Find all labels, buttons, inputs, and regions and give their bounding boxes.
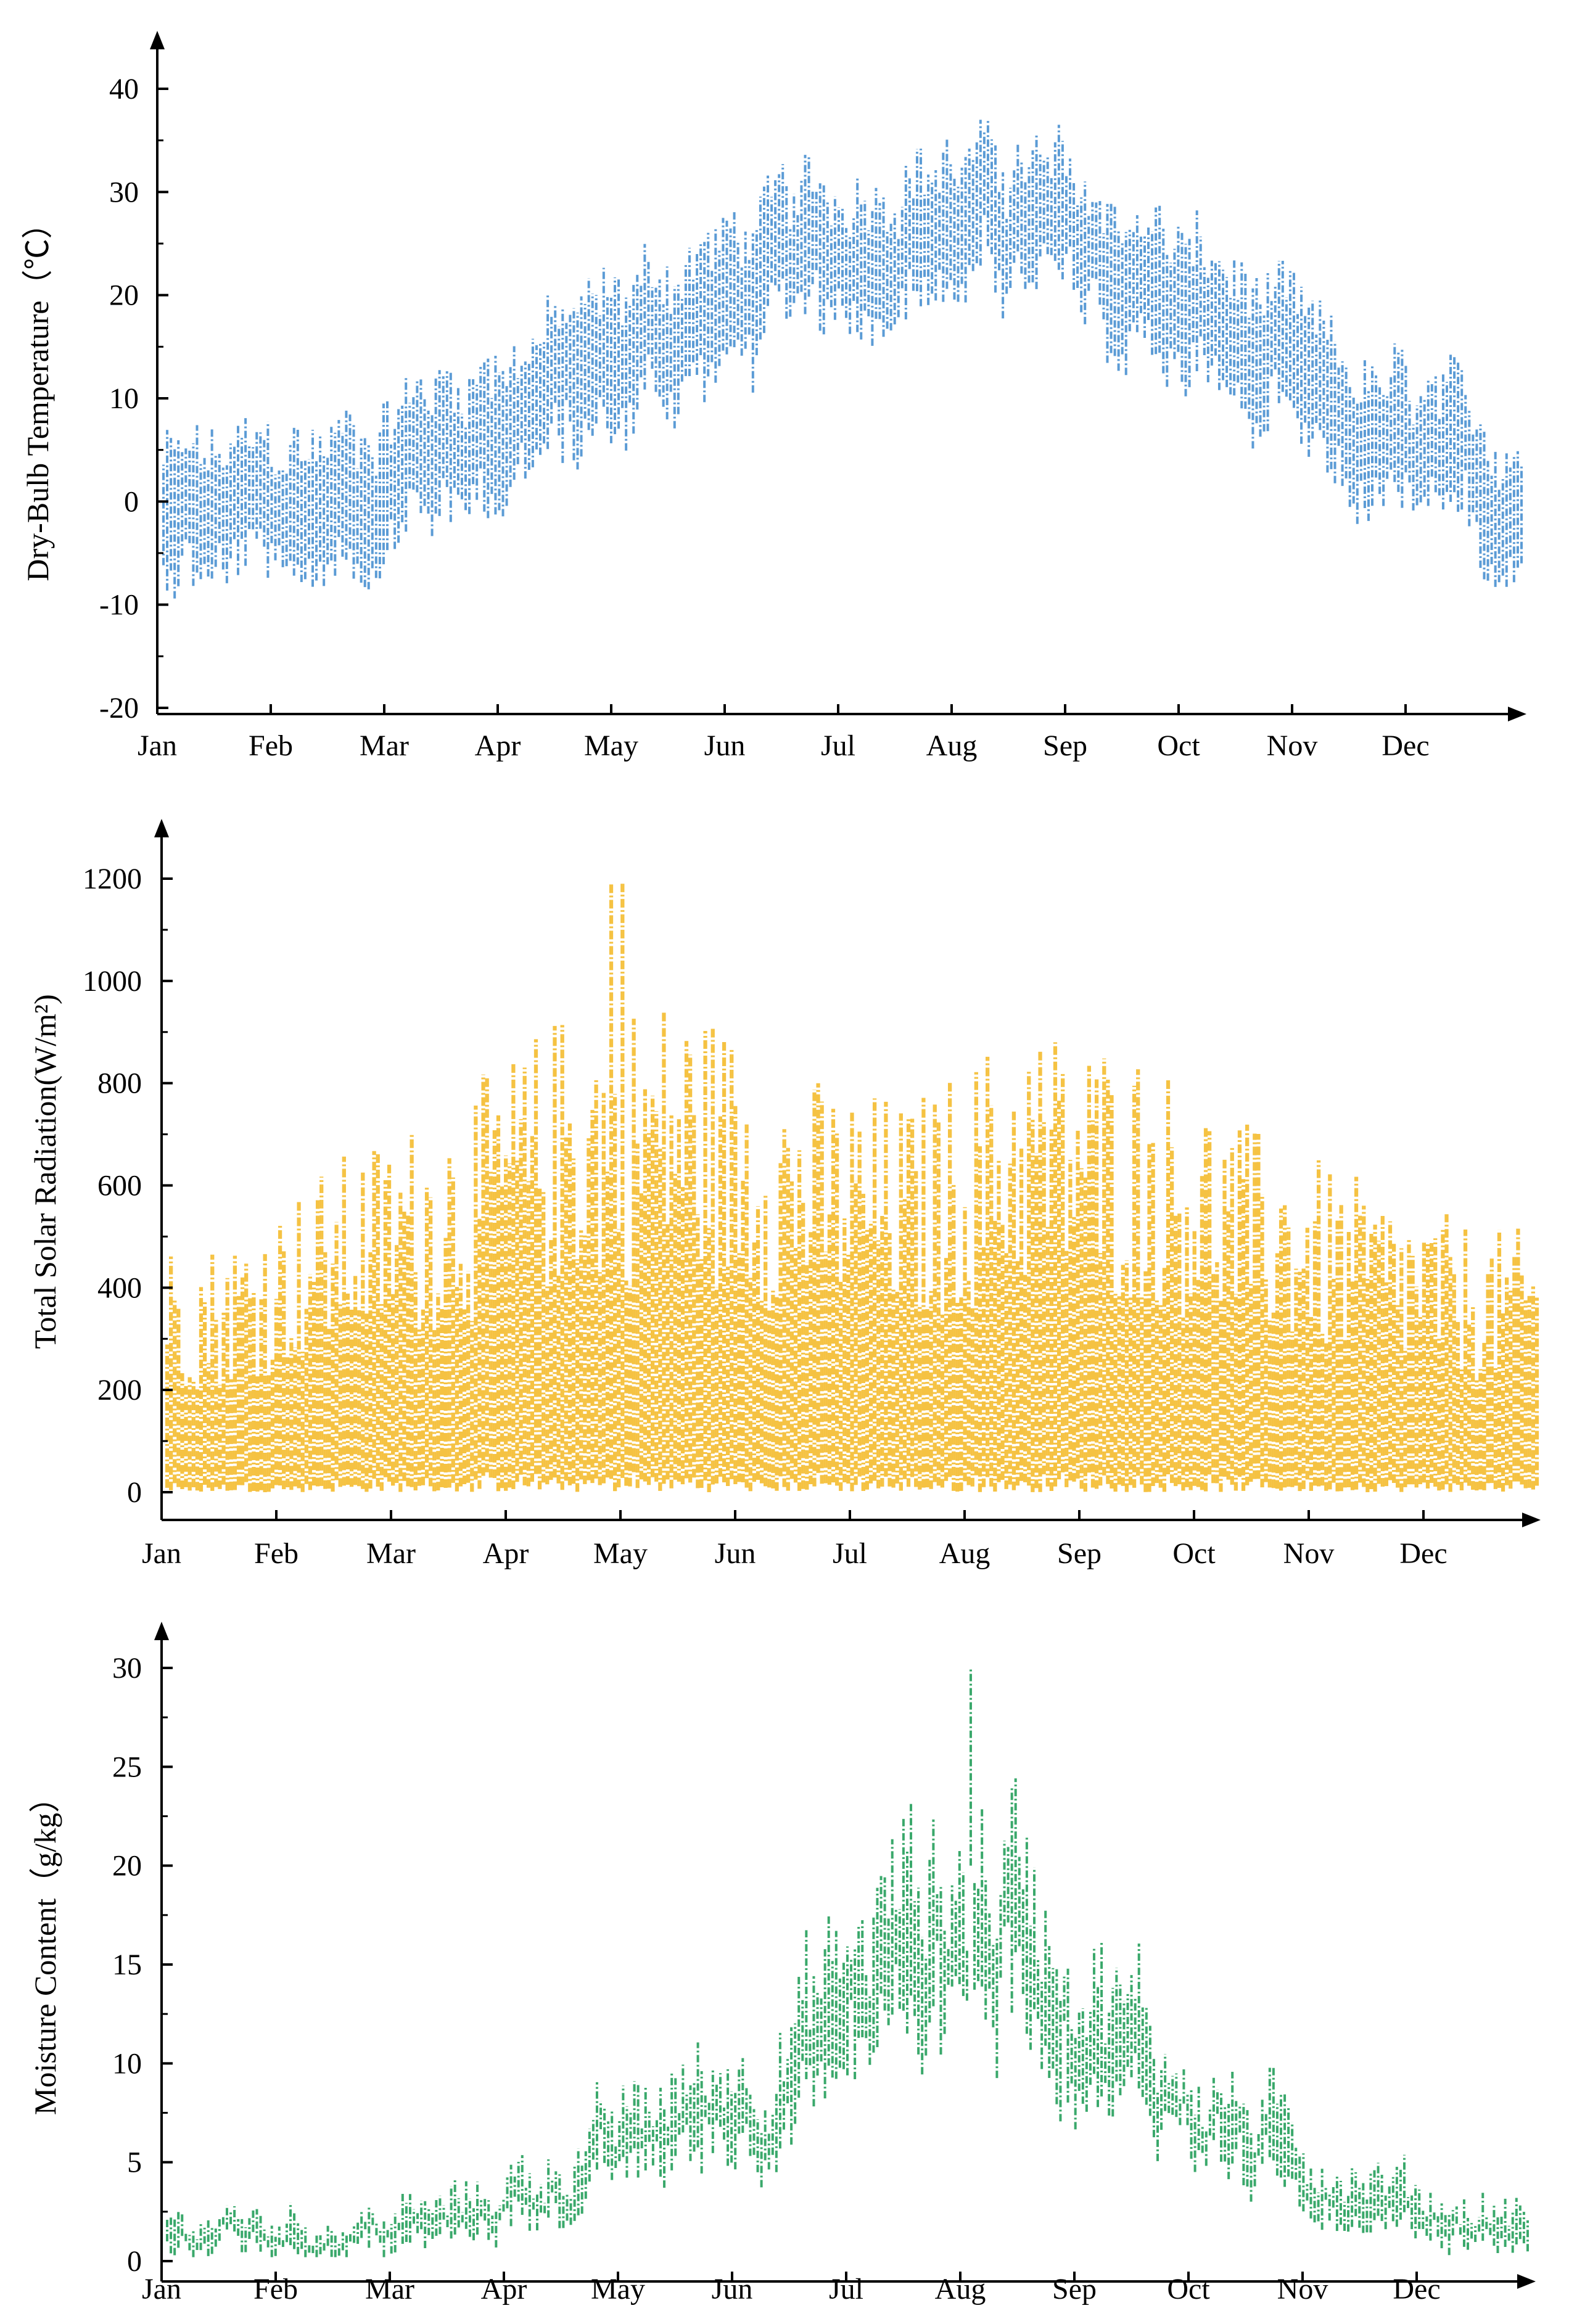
x-tick-label-sep: Sep	[1057, 1537, 1102, 1570]
x-tick-label-aug: Aug	[926, 729, 978, 762]
moisture-y-axis-arrow	[154, 1622, 169, 1640]
solar-y-axis-title: Total Solar Radiation(W/m²)	[28, 994, 62, 1349]
x-tick-label-may: May	[584, 729, 638, 762]
x-tick-label-jan: Jan	[138, 729, 177, 762]
solar-series	[165, 884, 1539, 1492]
x-tick-label-apr: Apr	[475, 729, 521, 762]
x-tick-label-jun: Jun	[704, 729, 746, 762]
x-tick-label-sep: Sep	[1043, 729, 1087, 762]
moisture-chart: 0 5 10 15 20 25 30 Jan Feb Mar Apr May Jun Jul Aug Sep…	[28, 1622, 1536, 2306]
x-tick-label-may: May	[593, 1537, 648, 1570]
y-tick-label: 40	[109, 73, 139, 105]
x-tick-label-mar: Mar	[365, 2273, 414, 2306]
temperature-y-axis-arrow	[150, 31, 165, 49]
x-tick-label-jan: Jan	[142, 2273, 181, 2306]
moisture-y-axis-title: Moisture Content（g/kg）	[28, 1782, 62, 2115]
x-tick-label-sep: Sep	[1052, 2273, 1097, 2306]
moisture-x-axis-arrow	[1517, 2274, 1536, 2289]
x-tick-label-nov: Nov	[1283, 1537, 1335, 1570]
x-tick-label-feb: Feb	[253, 2273, 298, 2306]
y-tick-label: 10	[112, 2047, 142, 2080]
moisture-series	[166, 1668, 1529, 2257]
x-tick-label-feb: Feb	[249, 729, 293, 762]
y-tick-label: 20	[109, 279, 139, 312]
solar-y-axis-arrow	[154, 819, 169, 837]
y-tick-label: 1200	[83, 863, 142, 895]
y-tick-label: 800	[97, 1067, 142, 1100]
x-tick-label-nov: Nov	[1277, 2273, 1328, 2306]
y-tick-label: 200	[97, 1374, 142, 1406]
y-tick-label: 600	[97, 1170, 142, 1202]
x-tick-label-apr: Apr	[483, 1537, 529, 1570]
x-tick-label-nov: Nov	[1267, 729, 1318, 762]
x-tick-label-feb: Feb	[254, 1537, 299, 1570]
x-tick-label-aug: Aug	[935, 2273, 986, 2306]
temperature-chart: -20 -10 0 10 20 30 40 Jan Feb Mar Apr May Jun Jul Aug…	[20, 31, 1526, 762]
solar-y-axis-title-text: Total Solar Radiation(W/m²)	[28, 994, 62, 1349]
x-tick-label-jul: Jul	[833, 1537, 867, 1570]
x-tick-label-oct: Oct	[1157, 729, 1200, 762]
y-tick-label: 5	[127, 2146, 142, 2179]
y-tick-label: 0	[127, 2245, 142, 2278]
x-tick-label-jan: Jan	[142, 1537, 181, 1570]
x-tick-label-dec: Dec	[1393, 2273, 1440, 2306]
y-tick-label: -20	[99, 692, 139, 725]
y-tick-label: 20	[112, 1850, 142, 1883]
temperature-series	[162, 120, 1523, 599]
x-tick-label-jul: Jul	[829, 2273, 863, 2306]
y-tick-label: 0	[127, 1476, 142, 1509]
y-tick-label: 30	[112, 1652, 142, 1685]
y-tick-label: 1000	[83, 965, 142, 998]
temperature-y-axis-title: Dry-Bulb Temperature（℃）	[20, 208, 55, 581]
solar-x-axis-arrow	[1522, 1513, 1541, 1527]
x-tick-label-dec: Dec	[1399, 1537, 1447, 1570]
y-tick-label: 0	[124, 485, 139, 518]
x-tick-label-oct: Oct	[1167, 2273, 1210, 2306]
y-tick-label: 25	[112, 1751, 142, 1783]
y-tick-label: 30	[109, 176, 139, 208]
x-tick-label-oct: Oct	[1172, 1537, 1216, 1570]
x-tick-label-mar: Mar	[366, 1537, 416, 1570]
x-tick-label-dec: Dec	[1382, 729, 1429, 762]
x-tick-label-jun: Jun	[712, 2273, 753, 2306]
y-tick-label: 15	[112, 1948, 142, 1981]
temperature-x-axis-arrow	[1508, 707, 1526, 721]
y-tick-label: 10	[109, 382, 139, 415]
y-tick-label: 400	[97, 1271, 142, 1304]
x-tick-label-aug: Aug	[939, 1537, 990, 1570]
x-tick-label-may: May	[591, 2273, 645, 2306]
x-tick-label-jul: Jul	[821, 729, 855, 762]
solar-chart: 0 200 400 600 800 1000 1200 Jan Feb Mar Apr May Jun…	[28, 819, 1541, 1570]
y-tick-label: -10	[99, 589, 139, 622]
x-tick-label-mar: Mar	[360, 729, 409, 762]
x-tick-label-jun: Jun	[715, 1537, 756, 1570]
x-tick-label-apr: Apr	[481, 2273, 527, 2306]
